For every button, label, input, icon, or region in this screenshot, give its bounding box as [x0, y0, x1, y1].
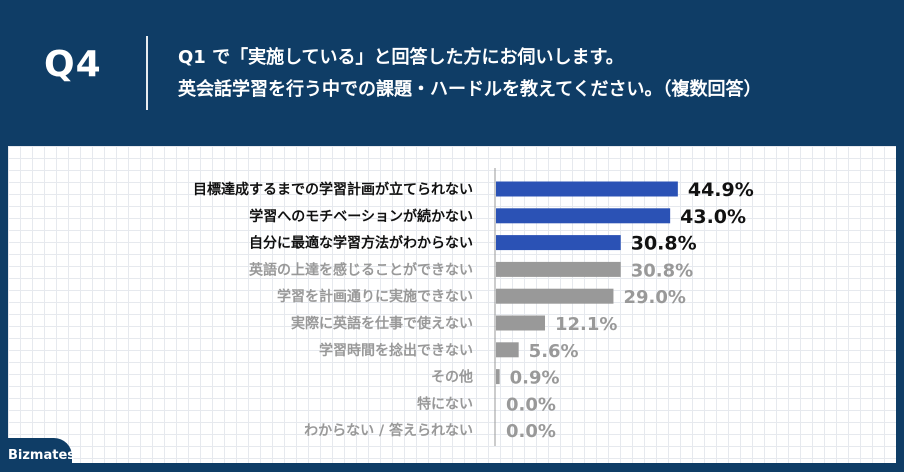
category-label: 学習へのモチベーションが続かない	[249, 208, 473, 225]
category-label: 目標達成するまでの学習計画が立てられない	[193, 181, 473, 198]
value-label: 43.0%	[680, 206, 746, 228]
header: Q4 Q1 で「実施している」と回答した方にお伺いします。 英会話学習を行う中で…	[0, 0, 904, 146]
header-divider	[146, 36, 148, 110]
value-label: 30.8%	[631, 260, 693, 281]
chart-panel: 目標達成するまでの学習計画が立てられない 44.9% 学習へのモチベーションが続かな…	[8, 146, 896, 463]
bar	[496, 261, 621, 277]
category-label: 学習時間を捻出できない	[319, 342, 473, 359]
bar	[496, 369, 500, 385]
bar	[496, 208, 671, 224]
question-number: Q4	[44, 44, 102, 85]
brand-logo: Bizmates	[0, 438, 76, 472]
value-label: 30.8%	[631, 233, 697, 255]
value-label: 0.0%	[506, 394, 556, 415]
value-label: 0.9%	[510, 368, 560, 389]
category-label: 特にない	[417, 395, 473, 412]
value-label: 44.9%	[688, 179, 754, 201]
category-label: その他	[431, 369, 473, 386]
question-line-1: Q1 で「実施している」と回答した方にお伺いします。	[178, 47, 624, 68]
value-label: 12.1%	[555, 314, 617, 335]
category-label: わからない / 答えられない	[304, 422, 473, 439]
bar	[496, 342, 519, 358]
category-label: 自分に最適な学習方法がわからない	[249, 235, 473, 252]
bar	[496, 315, 546, 331]
bar	[496, 288, 614, 304]
value-label: 5.6%	[529, 341, 579, 362]
brand-logo-text: Bizmates	[8, 448, 76, 463]
bar-chart: 目標達成するまでの学習計画が立てられない 44.9% 学習へのモチベーションが続かな…	[193, 168, 754, 446]
bar	[496, 235, 621, 251]
value-label: 0.0%	[506, 421, 556, 442]
category-label: 実際に英語を仕事で使えない	[291, 315, 473, 332]
bar	[496, 181, 678, 197]
question-text: Q1 で「実施している」と回答した方にお伺いします。 英会話学習を行う中での課題…	[178, 42, 762, 106]
category-label: 学習を計画通りに実施できない	[277, 288, 473, 305]
category-label: 英語の上達を感じることができない	[248, 261, 473, 278]
value-label: 29.0%	[623, 287, 685, 308]
question-line-2: 英会話学習を行う中での課題・ハードルを教えてください。（複数回答）	[178, 79, 762, 100]
